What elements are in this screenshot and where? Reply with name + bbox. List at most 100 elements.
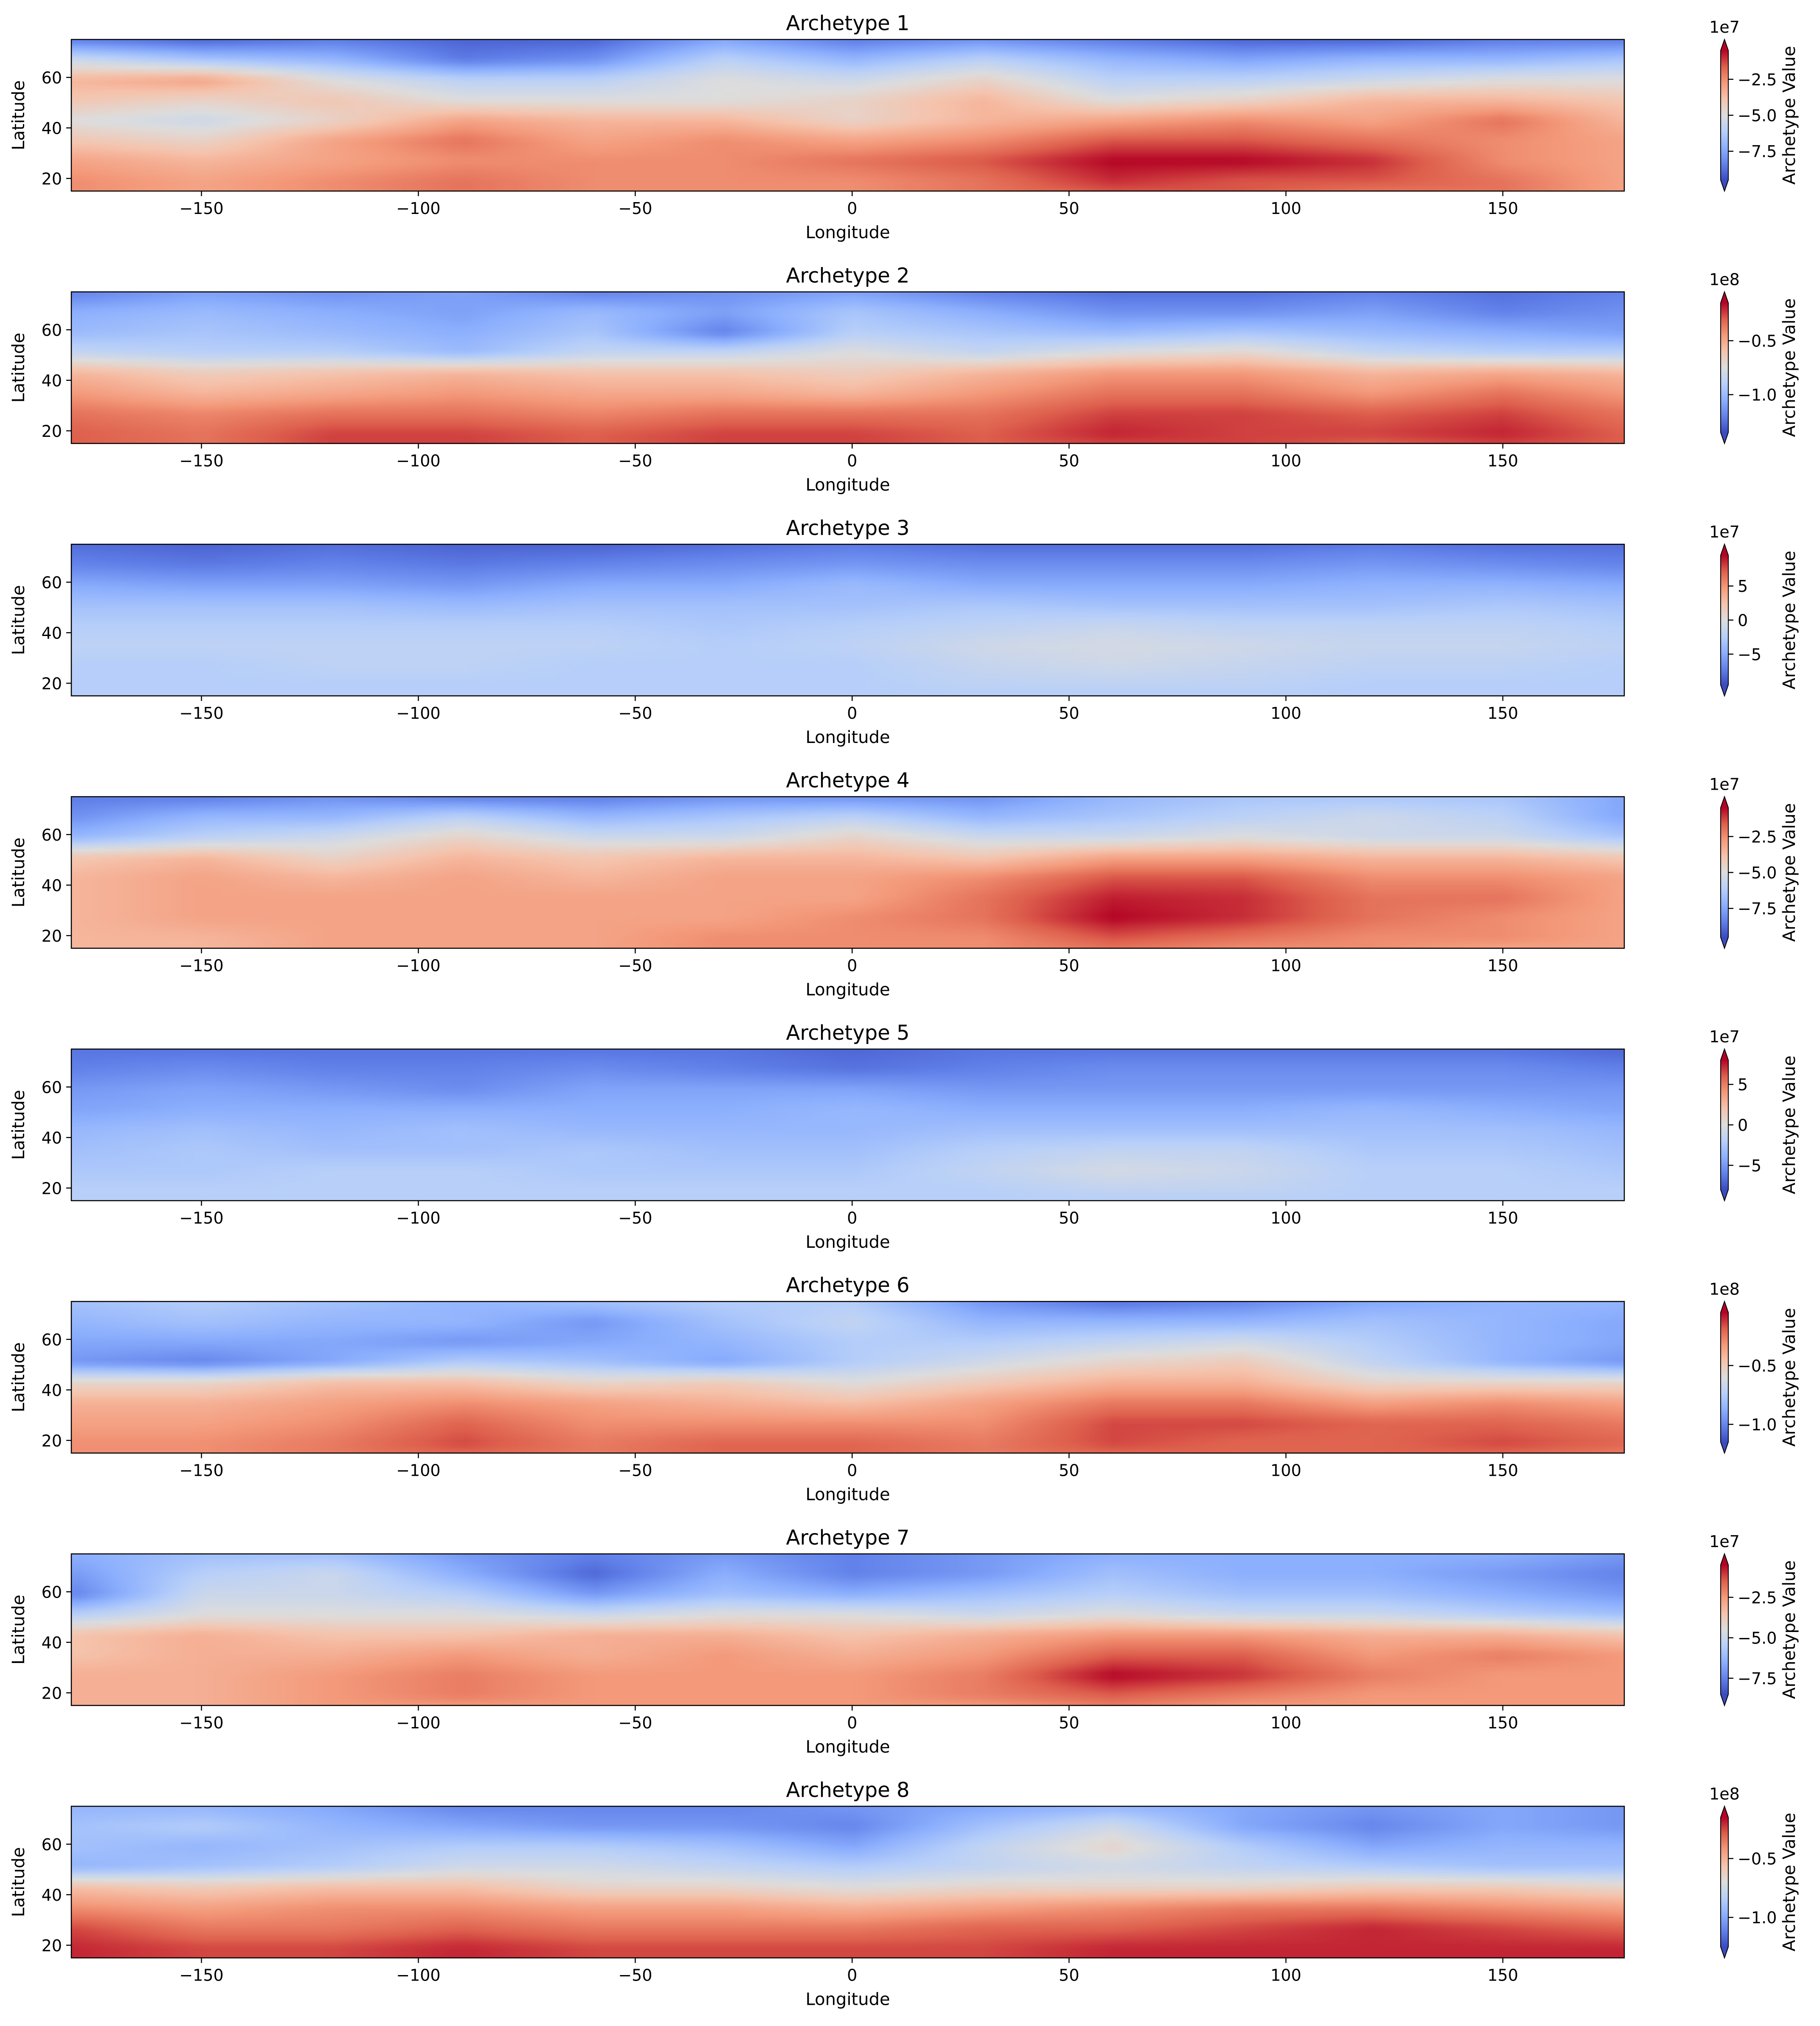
x-tick-label: 0 (847, 1714, 857, 1732)
y-tick-label: 20 (42, 422, 62, 441)
x-axis-label: Longitude (806, 1990, 890, 2009)
colorbar-tick-label: 0 (1738, 1116, 1748, 1135)
heatmap-image (71, 1554, 1624, 1705)
plot-frame (70, 1301, 1625, 1454)
colorbar-label: Archetype Value (1780, 551, 1799, 689)
colorbar-outline (1720, 543, 1729, 698)
colorbar-min-arrow (1721, 1442, 1728, 1453)
heatmap-image (71, 796, 1624, 948)
panel-title: Archetype 4 (786, 769, 910, 793)
x-tick-label: −150 (179, 1966, 223, 1985)
plot-frame (70, 1806, 1625, 1958)
x-tick-label: 0 (847, 199, 857, 218)
x-tick-label: −150 (179, 704, 223, 723)
plot-frame (70, 796, 1625, 949)
colorbar-min-arrow (1721, 1694, 1728, 1705)
x-axis-label: Longitude (806, 1485, 890, 1505)
x-tick-label: 100 (1271, 1966, 1302, 1985)
plot-frame (70, 291, 1625, 444)
colorbar-outline (1720, 290, 1729, 445)
x-tick-label: −150 (179, 199, 223, 218)
colorbar-min-arrow (1721, 432, 1728, 444)
x-tick-label: −50 (618, 1966, 652, 1985)
colorbar-tick-label: −1.0 (1738, 1415, 1777, 1434)
colorbar-exponent: 1e7 (1709, 1027, 1740, 1046)
heatmap-image (71, 1301, 1624, 1453)
y-axis-label: Latitude (9, 1595, 28, 1665)
x-tick-label: −50 (618, 199, 652, 218)
panel-title: Archetype 5 (786, 1021, 910, 1045)
y-tick-label: 60 (42, 321, 62, 340)
colorbar (1721, 51, 1728, 180)
colorbar-exponent: 1e7 (1709, 523, 1740, 541)
x-tick-label: −100 (396, 1209, 440, 1227)
x-axis-label: Longitude (806, 728, 890, 747)
x-tick-label: 50 (1059, 452, 1079, 470)
colorbar-max-arrow (1721, 1554, 1728, 1565)
plot-frame (70, 543, 1625, 697)
colorbar-tick-label: −1.0 (1738, 1908, 1777, 1927)
colorbar-label: Archetype Value (1780, 1813, 1799, 1952)
colorbar-label: Archetype Value (1780, 298, 1799, 437)
x-tick-label: −50 (618, 1714, 652, 1732)
colorbar-tick-label: −0.5 (1738, 1356, 1777, 1375)
x-tick-label: 0 (847, 957, 857, 975)
x-tick-label: −50 (618, 1209, 652, 1227)
x-tick-label: −100 (396, 199, 440, 218)
x-tick-label: 50 (1059, 199, 1079, 218)
colorbar-label: Archetype Value (1780, 1308, 1799, 1447)
panel-title: Archetype 2 (786, 264, 910, 288)
x-tick-label: 50 (1059, 1714, 1079, 1732)
y-axis-label: Latitude (9, 1090, 28, 1160)
colorbar-label: Archetype Value (1780, 46, 1799, 185)
y-tick-label: 20 (42, 169, 62, 188)
colorbar-max-arrow (1721, 292, 1728, 303)
y-tick-label: 20 (42, 1179, 62, 1198)
y-tick-label: 40 (42, 371, 62, 390)
heatmap-image (71, 544, 1624, 696)
x-tick-label: 0 (847, 1461, 857, 1480)
x-tick-label: −50 (618, 452, 652, 470)
x-tick-label: 150 (1488, 1209, 1519, 1227)
panel-6: Archetype 6 −150 −100 −50 0 50 100 150 Longitude… (9, 1274, 1799, 1505)
colorbar (1721, 1817, 1728, 1947)
x-tick-label: −150 (179, 1714, 223, 1732)
x-tick-label: −50 (618, 957, 652, 975)
y-tick-label: 40 (42, 1381, 62, 1400)
colorbar-tick-label: 0 (1738, 611, 1748, 630)
colorbar-outline (1720, 1047, 1729, 1202)
panel-8: Archetype 8 −150 −100 −50 0 50 100 150 Longitude… (9, 1778, 1799, 2009)
x-axis-label: Longitude (806, 1737, 890, 1757)
plot-frame (70, 39, 1625, 192)
colorbar-min-arrow (1721, 1947, 1728, 1958)
colorbar-exponent: 1e7 (1709, 1532, 1740, 1551)
x-tick-label: −150 (179, 1461, 223, 1480)
x-tick-label: 0 (847, 704, 857, 723)
x-tick-label: −150 (179, 1209, 223, 1227)
colorbar-tick-label: −0.5 (1738, 332, 1777, 350)
y-tick-label: 20 (42, 1432, 62, 1450)
colorbar-min-arrow (1721, 1190, 1728, 1201)
x-tick-label: 100 (1271, 1714, 1302, 1732)
y-axis-label: Latitude (9, 585, 28, 655)
x-tick-label: 0 (847, 452, 857, 470)
panel-2: Archetype 2 −150 −100 −50 0 50 100 150 Longitude… (9, 264, 1799, 495)
panel-title: Archetype 7 (786, 1526, 910, 1550)
colorbar-max-arrow (1721, 796, 1728, 808)
x-axis-label: Longitude (806, 980, 890, 1000)
y-axis-label: Latitude (9, 838, 28, 908)
colorbar-exponent: 1e7 (1709, 775, 1740, 794)
y-tick-label: 60 (42, 68, 62, 87)
colorbar-min-arrow (1721, 180, 1728, 191)
x-tick-label: 150 (1488, 199, 1519, 218)
x-tick-label: −100 (396, 452, 440, 470)
y-tick-label: 40 (42, 1886, 62, 1905)
x-tick-label: 0 (847, 1209, 857, 1227)
colorbar-max-arrow (1721, 39, 1728, 51)
panel-1: Archetype 1 −150 −100 −50 0 50 100 150 Longitude… (9, 11, 1799, 242)
colorbar-outline (1720, 1805, 1729, 1959)
colorbar (1721, 303, 1728, 433)
x-tick-label: −150 (179, 957, 223, 975)
x-tick-label: 150 (1488, 957, 1519, 975)
y-tick-label: 20 (42, 1684, 62, 1702)
